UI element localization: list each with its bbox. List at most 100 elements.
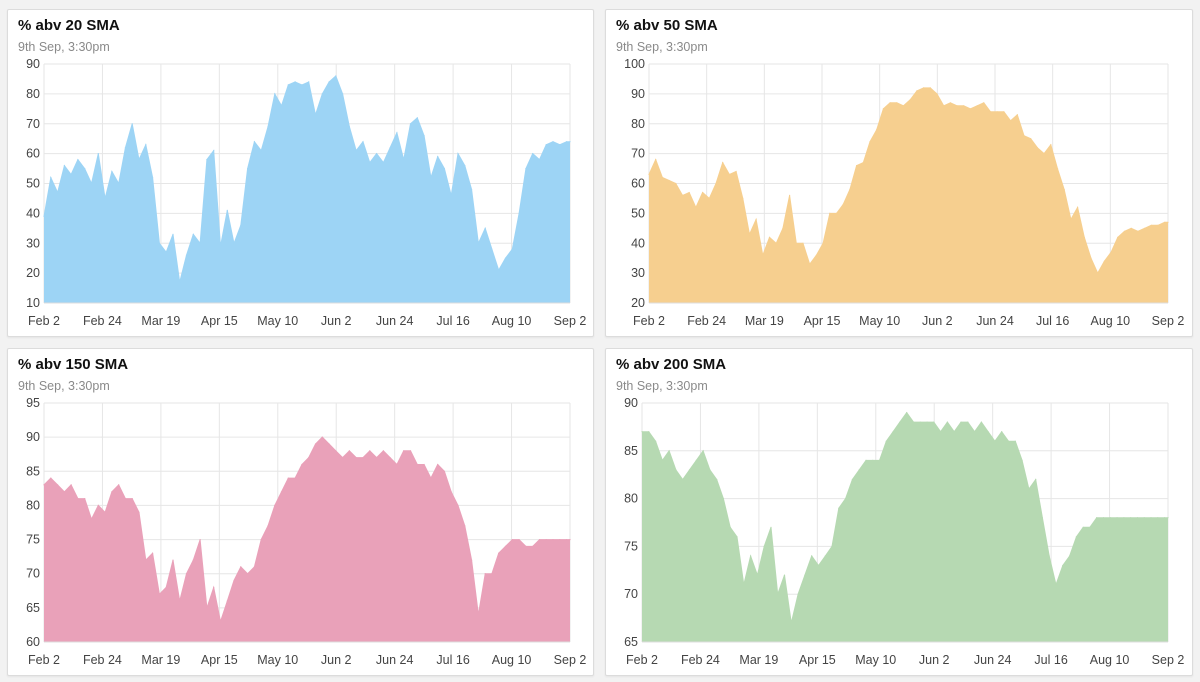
data-point <box>118 484 120 486</box>
data-point <box>267 126 269 128</box>
x-tick-label: Jun 24 <box>376 653 414 667</box>
data-point <box>1150 224 1152 226</box>
data-point <box>817 564 820 567</box>
data-point <box>199 242 201 244</box>
data-point <box>967 421 969 423</box>
data-point <box>919 421 921 423</box>
card-title: % abv 20 SMA <box>18 17 120 34</box>
area-chart-150-sma: 60 65 70 75 80 85 90 95 Feb 2 Feb 24 Mar 19 Apr 15 M… <box>26 396 587 667</box>
data-point <box>1043 153 1045 155</box>
data-point <box>811 555 813 557</box>
data-point <box>862 162 864 164</box>
x-tick-label: Jul 16 <box>1036 314 1069 328</box>
data-point <box>1075 536 1077 538</box>
data-point <box>1123 230 1126 232</box>
data-point <box>865 459 867 461</box>
card-timestamp: 9th Sep, 3:30pm <box>616 379 708 393</box>
data-point <box>63 491 65 493</box>
data-point <box>57 191 59 194</box>
area-chart-200-sma: 65 70 75 80 85 90 Feb 2 Feb 24 Mar 19 Apr 15 May 1… <box>624 396 1184 667</box>
data-point <box>145 144 147 146</box>
area-series <box>642 412 1168 642</box>
data-point <box>1082 526 1084 528</box>
data-point <box>525 168 527 170</box>
data-point <box>192 233 194 235</box>
y-tick-label: 80 <box>624 492 638 506</box>
x-tick-label: Aug 10 <box>1090 653 1130 667</box>
y-tick-label: 50 <box>26 177 40 191</box>
data-point <box>1130 227 1132 229</box>
area-series <box>44 76 570 303</box>
data-point <box>260 150 262 152</box>
x-tick-label: Sep 2 <box>1152 314 1185 328</box>
data-point <box>321 93 323 95</box>
data-point <box>748 233 751 235</box>
data-point <box>1030 138 1032 140</box>
data-point <box>969 108 971 110</box>
data-point <box>301 84 303 86</box>
data-point <box>829 212 831 214</box>
data-point <box>1028 488 1030 490</box>
data-point <box>782 227 784 229</box>
data-point <box>362 141 364 143</box>
data-point <box>369 162 371 164</box>
data-point <box>661 176 663 179</box>
data-point <box>681 194 684 196</box>
data-point <box>131 498 133 500</box>
data-point <box>90 518 93 520</box>
data-point <box>708 197 710 199</box>
data-point <box>1137 230 1139 232</box>
data-point <box>763 545 765 547</box>
data-point <box>206 159 208 161</box>
data-point <box>430 477 432 479</box>
data-point <box>84 168 86 170</box>
data-point <box>1097 272 1099 274</box>
data-point <box>158 593 160 595</box>
x-tick-label: Sep 2 <box>554 653 587 667</box>
data-point <box>1130 517 1132 519</box>
data-point <box>736 536 738 538</box>
data-point <box>192 559 194 561</box>
data-point <box>709 469 711 471</box>
data-point <box>783 574 786 576</box>
data-point <box>111 170 113 173</box>
data-point <box>409 450 412 452</box>
data-point <box>1123 517 1125 519</box>
data-point <box>253 141 255 143</box>
x-tick-label: Feb 24 <box>83 653 122 667</box>
data-point <box>538 539 541 541</box>
data-point <box>715 182 717 185</box>
data-point <box>124 498 126 500</box>
data-point <box>940 431 942 433</box>
data-point <box>1050 144 1052 146</box>
data-point <box>795 242 797 244</box>
data-point <box>491 573 493 575</box>
x-tick-label: Feb 24 <box>687 314 726 328</box>
data-point <box>532 153 534 155</box>
data-point <box>97 504 99 506</box>
data-point <box>342 93 344 95</box>
data-point <box>750 555 752 557</box>
data-point <box>896 102 898 104</box>
x-tick-label: Jun 2 <box>919 653 950 667</box>
x-tick-label: May 10 <box>859 314 900 328</box>
data-point <box>369 450 371 452</box>
data-point <box>789 194 791 196</box>
data-point <box>552 141 554 143</box>
data-point <box>118 182 120 185</box>
data-point <box>308 81 310 83</box>
data-point <box>722 498 724 500</box>
data-point <box>1001 431 1003 433</box>
y-tick-label: 80 <box>26 87 40 101</box>
data-point <box>457 153 459 155</box>
data-point <box>1014 440 1016 442</box>
data-point <box>983 102 985 104</box>
data-point <box>797 593 799 595</box>
data-point <box>403 450 405 452</box>
data-point <box>912 421 915 423</box>
data-point <box>199 539 201 541</box>
y-tick-label: 70 <box>26 117 40 131</box>
data-point <box>994 440 996 442</box>
data-point <box>274 93 276 95</box>
data-point <box>477 242 479 244</box>
